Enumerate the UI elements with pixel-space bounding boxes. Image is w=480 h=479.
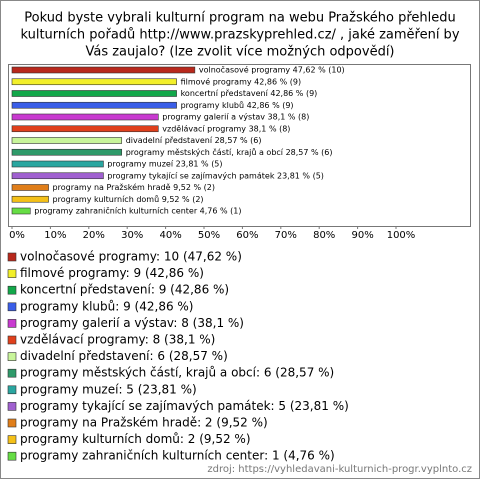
x-tick-label: 70% xyxy=(275,230,297,241)
bar xyxy=(11,101,177,109)
legend-label: vzdělávací programy: 8 (38,1 %) xyxy=(20,333,215,347)
bar xyxy=(11,207,31,215)
legend-swatch xyxy=(7,435,17,444)
data-label: programy muzeí 23,81 % (5) xyxy=(107,160,222,169)
x-tick-label: 80% xyxy=(313,230,335,241)
bar xyxy=(11,113,159,121)
x-tick-label: 60% xyxy=(236,230,258,241)
data-label: programy tykající se zajímavých památek … xyxy=(107,171,324,180)
data-label: programy klubů 42,86 % (9) xyxy=(181,100,294,110)
x-tick-label: 10% xyxy=(44,230,66,241)
bar xyxy=(11,160,104,168)
data-label: divadelní představení 28,57 % (6) xyxy=(126,136,262,145)
chart-title: kulturních pořadů http://www.prazskypreh… xyxy=(20,28,459,43)
legend-swatch xyxy=(7,402,17,411)
legend-label: volnočasové programy: 10 (47,62 %) xyxy=(20,250,242,264)
x-tick-label: 50% xyxy=(198,230,220,241)
legend-swatch xyxy=(7,451,17,461)
source: zdroj: https://vyhledavani-kulturnich-pr… xyxy=(207,464,472,475)
legend-swatch xyxy=(7,302,17,312)
legend-label: filmové programy: 9 (42,86 %) xyxy=(20,266,204,280)
x-tick-label: 0% xyxy=(9,230,25,241)
legend-label: divadelní představení: 6 (28,57 %) xyxy=(20,349,228,363)
data-label: koncertní představení 42,86 % (9) xyxy=(181,89,318,98)
bar xyxy=(11,172,104,180)
x-tick-label: 90% xyxy=(351,230,373,241)
data-label: filmové programy 42,86 % (9) xyxy=(181,76,302,86)
x-tick-label: 40% xyxy=(159,230,181,241)
bar xyxy=(11,195,49,203)
bar xyxy=(11,137,123,144)
legend-label: programy tykající se zajímavých památek:… xyxy=(20,399,349,413)
legend-swatch xyxy=(7,285,17,295)
chart-title: Vás zaujalo? (lze zvolit více možných od… xyxy=(85,45,394,60)
bar xyxy=(11,78,177,86)
legend-swatch xyxy=(7,418,17,428)
data-label: programy na Pražském hradě 9,52 % (2) xyxy=(53,182,215,192)
legend-label: programy muzeí: 5 (23,81 %) xyxy=(20,382,197,396)
legend-swatch xyxy=(7,352,17,361)
legend-label: programy zahraničních kulturních center:… xyxy=(20,449,335,463)
legend-swatch xyxy=(7,335,17,345)
legend-label: programy klubů: 9 (42,86 %) xyxy=(20,299,194,313)
chart-title: Pokud byste vybrali kulturní program na … xyxy=(24,11,456,26)
legend-swatch xyxy=(7,385,17,395)
data-label: programy zahraničních kulturních center … xyxy=(34,206,241,216)
legend-label: programy kulturních domů: 2 (9,52 %) xyxy=(20,432,251,446)
legend-swatch xyxy=(7,269,17,278)
data-label: programy kulturních domů 9,52 % (2) xyxy=(53,194,204,204)
bar xyxy=(11,148,123,156)
legend-label: programy městských částí, krajů a obcí: … xyxy=(20,366,334,380)
legend-swatch xyxy=(7,319,17,328)
bar xyxy=(11,125,159,133)
data-label: programy galerií a výstav 38,1 % (8) xyxy=(162,113,309,122)
x-tick-label: 30% xyxy=(121,230,143,241)
data-label: programy městských částí, krajů a obcí 2… xyxy=(126,147,333,157)
legend-label: programy na Pražském hradě: 2 (9,52 %) xyxy=(20,416,268,430)
data-label: volnočasové programy 47,62 % (10) xyxy=(199,65,345,75)
legend-label: koncertní představení: 9 (42,86 %) xyxy=(20,283,229,297)
data-label: vzdělávací programy 38,1 % (8) xyxy=(162,124,290,133)
legend-swatch xyxy=(7,252,17,262)
bar xyxy=(11,90,177,97)
x-tick-label: 20% xyxy=(83,230,105,241)
bar xyxy=(11,66,196,74)
legend-swatch xyxy=(7,368,17,378)
x-tick-label: 100% xyxy=(387,230,416,241)
legend-label: programy galerií a výstav: 8 (38,1 %) xyxy=(20,316,244,330)
bar xyxy=(11,184,49,191)
